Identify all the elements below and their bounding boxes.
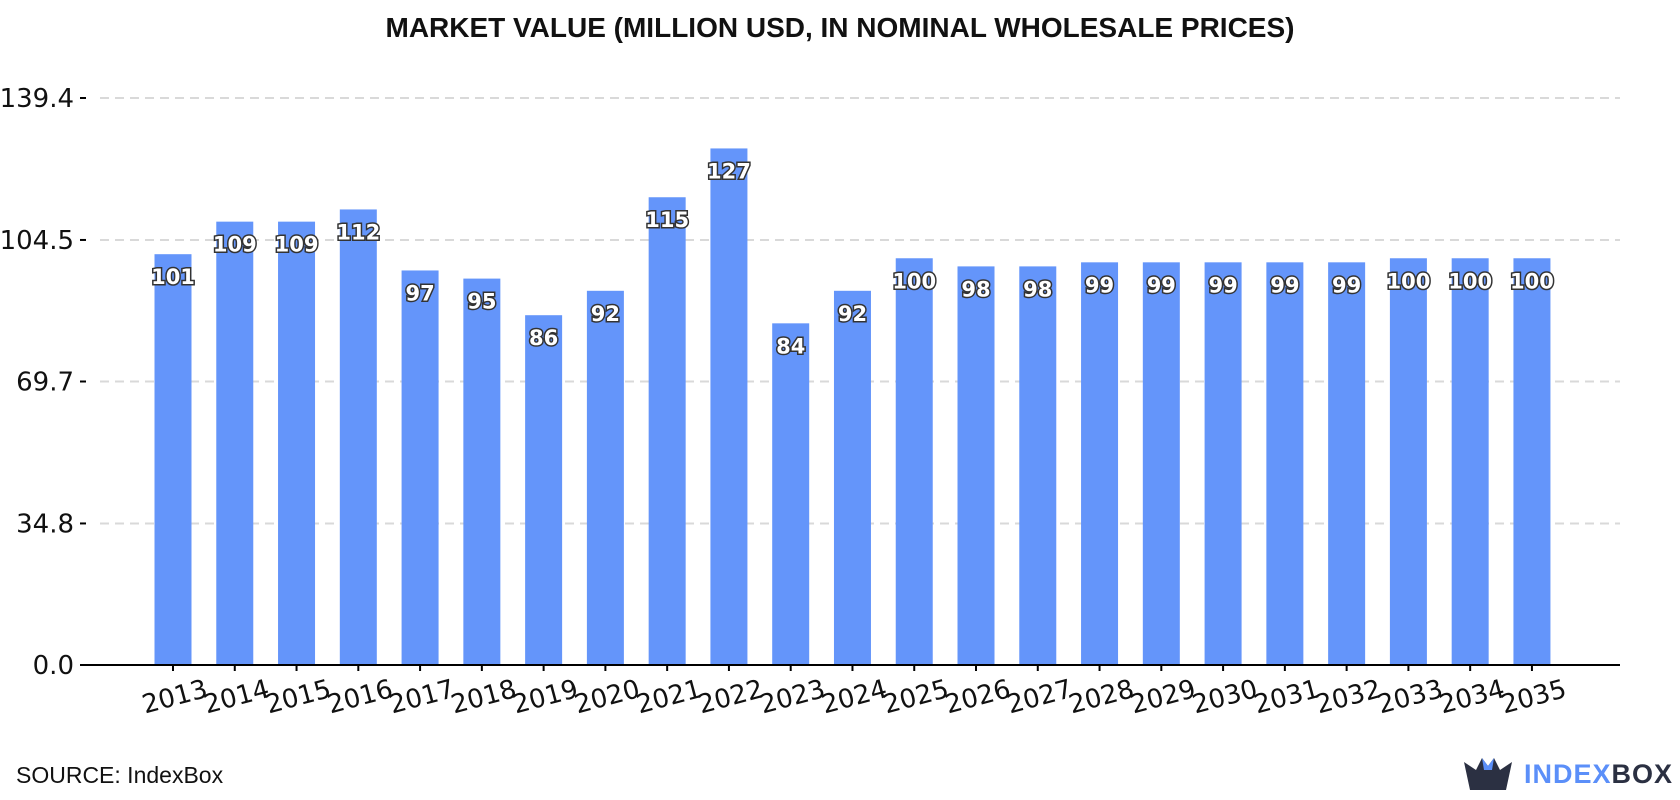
chart-title: MARKET VALUE (MILLION USD, IN NOMINAL WH… (385, 12, 1295, 43)
x-tick-label: 2032 (1313, 674, 1385, 720)
x-tick-label: 2027 (1004, 674, 1076, 720)
bar-value-label: 97 (405, 281, 434, 305)
bar (1328, 262, 1366, 665)
bar-value-label: 99 (1085, 273, 1114, 297)
bar (154, 254, 192, 665)
x-tick-label: 2033 (1374, 674, 1446, 720)
y-tick-label: 0.0 (33, 651, 74, 681)
bar (710, 148, 748, 665)
gridlines (100, 97, 1620, 525)
bar-value-label: 109 (213, 233, 257, 257)
bar (1142, 262, 1180, 665)
x-tick-label: 2019 (510, 674, 582, 720)
indexbox-crown-icon (1464, 758, 1512, 790)
x-tick-label: 2034 (1436, 674, 1508, 720)
bar-value-labels: 101 109 109 112 97 95 86 92 115 127 84 92 100 98 98 99 9… (150, 158, 1556, 360)
x-tick-label: 2023 (757, 674, 829, 720)
x-tick-label: 2026 (942, 674, 1014, 720)
bar-value-label: 86 (529, 326, 558, 350)
x-tick-label: 2017 (386, 674, 458, 720)
bar-value-label: 92 (591, 302, 620, 326)
bar-value-label: 84 (776, 334, 805, 358)
bar (525, 315, 563, 665)
bar-value-label: 100 (1510, 269, 1554, 293)
x-tick-label: 2028 (1066, 674, 1138, 720)
x-tick-label: 2030 (1189, 674, 1261, 720)
x-tick-label: 2018 (448, 674, 520, 720)
x-tick-label: 2013 (139, 674, 211, 720)
bar-value-label: 99 (1147, 273, 1176, 297)
bar-value-label: 99 (1208, 273, 1237, 297)
bar-value-label: 98 (1023, 277, 1052, 301)
y-tick-label: 69.7 (16, 368, 74, 398)
bar (1081, 262, 1119, 665)
x-tick-label: 2021 (633, 674, 705, 720)
bar (1451, 258, 1489, 665)
bar-value-label: 101 (151, 265, 195, 289)
bar (463, 278, 501, 665)
x-tick-label: 2029 (1127, 674, 1199, 720)
bar-value-label: 92 (838, 302, 867, 326)
bar (586, 290, 624, 665)
x-tick-label: 2025 (880, 674, 952, 720)
bar (339, 209, 377, 665)
y-axis-tick-labels: 0.0 34.8 69.7 104.5 139.4 (0, 84, 86, 681)
bar-value-label: 95 (467, 290, 496, 314)
x-tick-label: 2035 (1498, 674, 1570, 720)
bar (1266, 262, 1304, 665)
bar (278, 221, 316, 665)
indexbox-logo: INDEXBOX (1462, 756, 1673, 792)
bar (895, 258, 933, 665)
x-tick-label: 2022 (695, 674, 767, 720)
brand-wordmark: INDEXBOX (1524, 758, 1674, 789)
bar-value-label: 100 (1448, 269, 1492, 293)
bar (833, 290, 871, 665)
bar-value-label: 99 (1270, 273, 1299, 297)
y-tick-label: 139.4 (0, 84, 74, 114)
bar (216, 221, 254, 665)
bar-value-label: 109 (275, 233, 319, 257)
x-tick-label: 2016 (324, 674, 396, 720)
x-tick-label: 2014 (201, 674, 273, 720)
y-tick-label: 104.5 (0, 226, 74, 256)
bars (154, 148, 1551, 665)
bar-value-label: 100 (892, 269, 936, 293)
bar-value-label: 98 (961, 277, 990, 301)
x-tick-label: 2024 (819, 674, 891, 720)
bar-value-label: 100 (1386, 269, 1430, 293)
bar (1019, 266, 1057, 665)
x-tick-label: 2015 (263, 674, 335, 720)
bar-value-label: 112 (336, 220, 380, 244)
bar (401, 270, 439, 665)
bar (772, 323, 810, 665)
bar (1513, 258, 1551, 665)
y-tick-label: 34.8 (16, 509, 74, 539)
x-axis-tick-labels: 2013201420152016201720182019202020212022… (139, 665, 1570, 720)
x-tick-label: 2031 (1251, 674, 1323, 720)
x-tick-label: 2020 (571, 674, 643, 720)
bar (648, 197, 686, 665)
bar (957, 266, 995, 665)
bar-value-label: 115 (645, 208, 689, 232)
bar (1389, 258, 1427, 665)
bar-value-label: 99 (1332, 273, 1361, 297)
source-text: SOURCE: IndexBox (16, 762, 224, 788)
bar (1204, 262, 1242, 665)
bar-value-label: 127 (707, 159, 751, 183)
